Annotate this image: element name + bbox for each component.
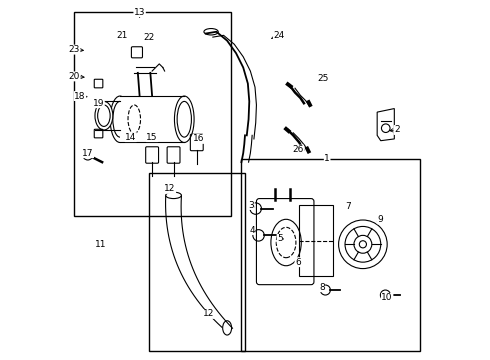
Bar xyxy=(148,173,245,351)
Text: 9: 9 xyxy=(377,215,383,224)
Text: 1: 1 xyxy=(324,154,330,163)
Ellipse shape xyxy=(95,102,113,130)
Text: 23: 23 xyxy=(69,45,80,54)
Ellipse shape xyxy=(110,96,130,143)
Text: 13: 13 xyxy=(134,8,146,17)
Text: 6: 6 xyxy=(295,258,301,267)
Text: 17: 17 xyxy=(82,149,94,158)
Text: 26: 26 xyxy=(292,145,304,154)
Text: 20: 20 xyxy=(69,72,80,81)
Text: 4: 4 xyxy=(249,225,255,234)
Text: 18: 18 xyxy=(74,91,86,100)
Bar xyxy=(74,12,231,216)
Text: 10: 10 xyxy=(381,293,393,302)
Text: 21: 21 xyxy=(116,31,127,40)
Ellipse shape xyxy=(174,96,194,143)
Text: 11: 11 xyxy=(95,240,106,249)
Text: 5: 5 xyxy=(277,234,283,243)
Bar xyxy=(298,205,333,276)
Text: 12: 12 xyxy=(164,184,176,193)
Bar xyxy=(120,96,184,143)
Text: 14: 14 xyxy=(125,132,136,141)
Text: 16: 16 xyxy=(193,134,204,143)
Text: 15: 15 xyxy=(147,132,158,141)
Text: 7: 7 xyxy=(345,202,351,211)
Text: 8: 8 xyxy=(319,283,325,292)
Text: 24: 24 xyxy=(273,31,285,40)
Text: 12: 12 xyxy=(203,310,214,319)
Text: 25: 25 xyxy=(317,74,329,83)
Text: 22: 22 xyxy=(143,33,154,42)
Text: 2: 2 xyxy=(394,126,400,135)
Text: 19: 19 xyxy=(93,99,104,108)
Text: 3: 3 xyxy=(248,201,254,210)
Bar xyxy=(242,158,420,351)
